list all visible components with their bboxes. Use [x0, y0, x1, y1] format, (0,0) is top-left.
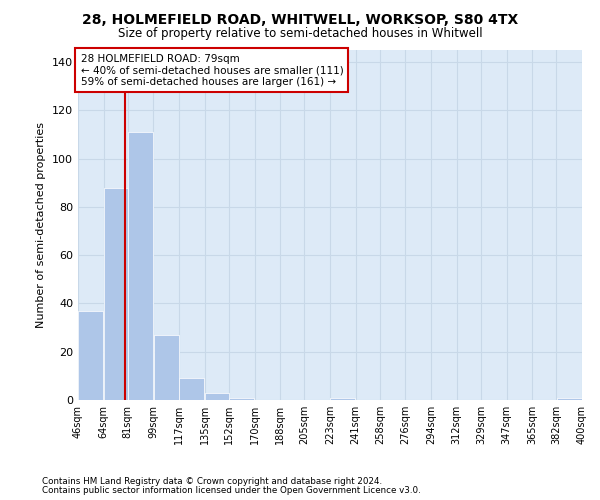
Text: 28, HOLMEFIELD ROAD, WHITWELL, WORKSOP, S80 4TX: 28, HOLMEFIELD ROAD, WHITWELL, WORKSOP, …: [82, 12, 518, 26]
Text: 28 HOLMEFIELD ROAD: 79sqm
← 40% of semi-detached houses are smaller (111)
59% of: 28 HOLMEFIELD ROAD: 79sqm ← 40% of semi-…: [80, 54, 343, 86]
Bar: [104, 188, 128, 400]
Text: Contains HM Land Registry data © Crown copyright and database right 2024.: Contains HM Land Registry data © Crown c…: [42, 477, 382, 486]
Bar: [205, 393, 229, 400]
Text: Size of property relative to semi-detached houses in Whitwell: Size of property relative to semi-detach…: [118, 28, 482, 40]
Bar: [179, 378, 205, 400]
Bar: [330, 398, 355, 400]
Text: Contains public sector information licensed under the Open Government Licence v3: Contains public sector information licen…: [42, 486, 421, 495]
Bar: [128, 132, 153, 400]
Bar: [78, 310, 103, 400]
Y-axis label: Number of semi-detached properties: Number of semi-detached properties: [37, 122, 46, 328]
Bar: [557, 398, 582, 400]
Bar: [154, 335, 179, 400]
Bar: [229, 398, 254, 400]
